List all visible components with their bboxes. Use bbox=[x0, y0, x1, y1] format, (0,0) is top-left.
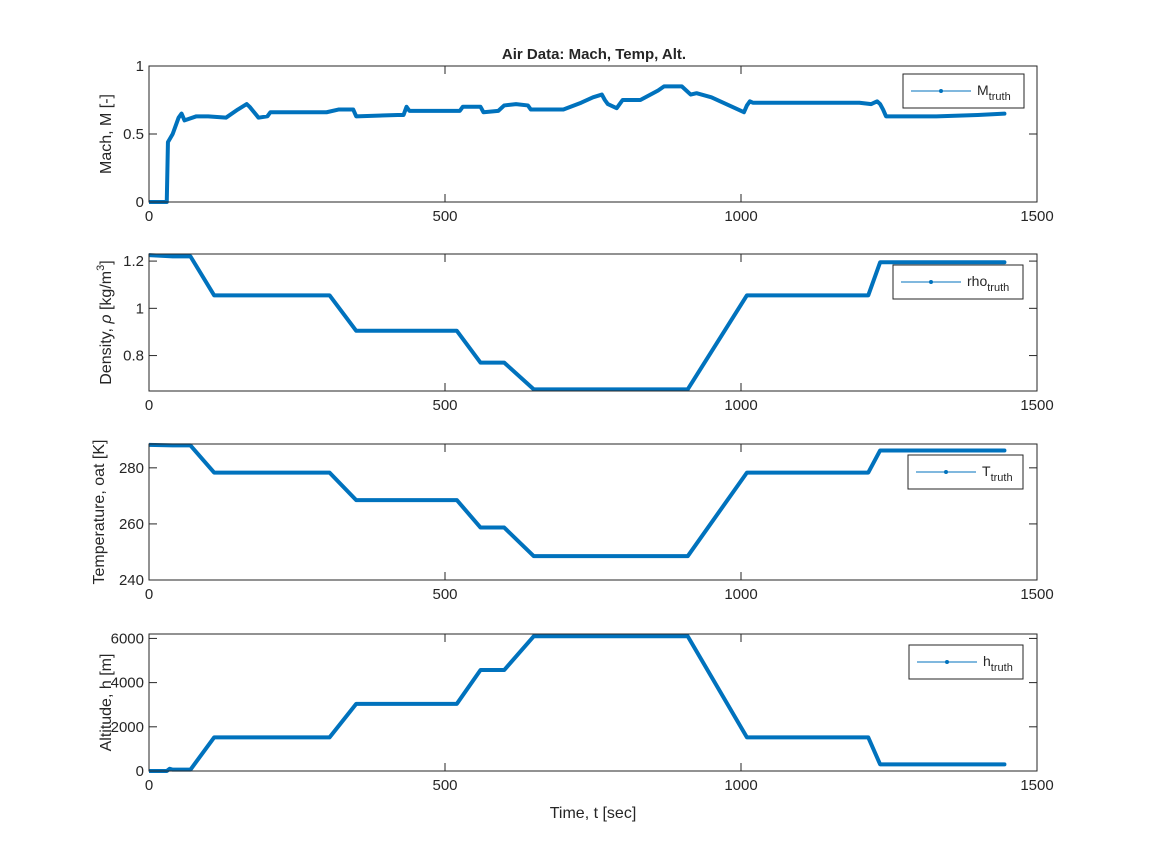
axes-box bbox=[148, 633, 1038, 772]
x-tick-label: 0 bbox=[145, 208, 153, 225]
legend-label: Ttruth bbox=[982, 463, 1013, 484]
x-tick-label: 1500 bbox=[1020, 586, 1053, 603]
y-tick-label: 260 bbox=[119, 516, 144, 533]
y-tick-label: 0.8 bbox=[123, 348, 144, 365]
y-tick-label: 2000 bbox=[111, 719, 144, 736]
legend-label-subscript: truth bbox=[989, 91, 1011, 103]
y-tick-label: 0.5 bbox=[123, 126, 144, 143]
series-line-4 bbox=[149, 634, 1007, 773]
x-tick-label: 0 bbox=[145, 777, 153, 794]
x-tick-label: 0 bbox=[145, 397, 153, 414]
y-axis-label-part: [kg/m bbox=[98, 271, 115, 315]
y-axis-label-part: ] bbox=[98, 260, 115, 264]
legend-label-subscript: truth bbox=[987, 282, 1009, 294]
y-tick-label: 280 bbox=[119, 460, 144, 477]
legend-label-subscript: truth bbox=[991, 472, 1013, 484]
legend-label-base: rho bbox=[967, 273, 987, 289]
series-line-3 bbox=[149, 442, 1007, 559]
axes-box bbox=[148, 443, 1038, 581]
y-tick-label: 6000 bbox=[111, 630, 144, 647]
legend: Mtruth bbox=[902, 73, 1025, 109]
y-tick-label: 0 bbox=[136, 763, 144, 780]
chart-title: Air Data: Mach, Temp, Alt. bbox=[502, 46, 686, 63]
subplot-3: 0 500 1000 1500 240 260 280 Temperature, oat [K… bbox=[91, 440, 1054, 603]
legend-label-base: M bbox=[977, 82, 989, 98]
axes-box bbox=[148, 253, 1038, 392]
y-axis-label-part: Density, bbox=[98, 324, 115, 385]
x-tick-label: 1500 bbox=[1020, 397, 1053, 414]
x-tick-label: 1000 bbox=[724, 208, 757, 225]
plot-area bbox=[149, 254, 1037, 391]
plot-area bbox=[149, 444, 1037, 580]
y-axis-label: Density, ρ [kg/m3] bbox=[95, 260, 115, 384]
series-line-1 bbox=[149, 84, 1007, 204]
legend: htruth bbox=[908, 644, 1024, 680]
plot-area bbox=[149, 66, 1037, 202]
x-tick-label: 500 bbox=[432, 208, 457, 225]
legend-swatch-marker bbox=[945, 660, 949, 664]
legend-label-subscript: truth bbox=[991, 662, 1013, 674]
subplot-4: 0 500 1000 1500 0 2000 4000 6000 Altitude, h [m]… bbox=[98, 630, 1054, 822]
legend-label: Mtruth bbox=[977, 82, 1011, 103]
legend-label-base: h bbox=[983, 653, 991, 669]
x-tick-label: 1000 bbox=[724, 777, 757, 794]
y-tick-label: 1.2 bbox=[123, 253, 144, 270]
x-tick-label: 1500 bbox=[1020, 777, 1053, 794]
x-tick-label: 500 bbox=[432, 397, 457, 414]
x-tick-label: 1000 bbox=[724, 397, 757, 414]
y-tick-label: 1 bbox=[136, 300, 144, 317]
x-tick-label: 500 bbox=[432, 586, 457, 603]
x-tick-label: 500 bbox=[432, 777, 457, 794]
y-axis-label: Mach, M [-] bbox=[98, 94, 115, 174]
y-axis-label: Temperature, oat [K] bbox=[91, 440, 108, 585]
x-tick-label: 1000 bbox=[724, 586, 757, 603]
legend-swatch-marker bbox=[939, 89, 943, 93]
legend: Ttruth bbox=[907, 454, 1024, 490]
y-tick-label: 1 bbox=[136, 58, 144, 75]
y-axis-label-symbol: ρ bbox=[98, 314, 115, 324]
subplot-1: 0 500 1000 1500 0 0.5 1 Mach, M [-] Mtruth bbox=[98, 58, 1054, 225]
y-axis-label-superscript: 3 bbox=[95, 265, 107, 271]
series-line-2 bbox=[149, 253, 1007, 392]
subplot-2: 0 500 1000 1500 0.8 1 1.2 Density, ρ [kg/m3] rho… bbox=[95, 253, 1054, 414]
x-tick-label: 1500 bbox=[1020, 208, 1053, 225]
legend-swatch-marker bbox=[929, 280, 933, 284]
legend-label: htruth bbox=[983, 653, 1013, 674]
legend-label-base: T bbox=[982, 463, 991, 479]
y-tick-label: 0 bbox=[136, 194, 144, 211]
y-tick-label: 4000 bbox=[111, 675, 144, 692]
legend-swatch-marker bbox=[944, 470, 948, 474]
plot-area bbox=[149, 634, 1037, 771]
legend: rhotruth bbox=[892, 264, 1024, 300]
y-tick-label: 240 bbox=[119, 572, 144, 589]
x-tick-label: 0 bbox=[145, 586, 153, 603]
legend-label: rhotruth bbox=[967, 273, 1009, 294]
y-axis-label: Altitude, h [m] bbox=[98, 654, 115, 752]
x-axis-label: Time, t [sec] bbox=[550, 805, 637, 822]
